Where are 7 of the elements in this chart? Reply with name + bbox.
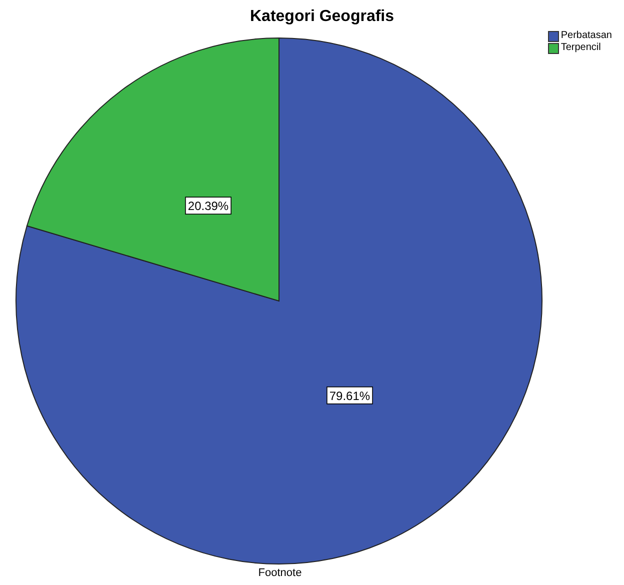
- slice-label: Perbatasan: [560, 30, 612, 42]
- pie-slice: [16, 38, 542, 564]
- text: Footnote: [257, 567, 303, 579]
- data-label: 79.61%: [329, 388, 370, 403]
- legend-label: Terpencil: [560, 42, 601, 54]
- chart-title: Kategori Geografis: [248, 8, 396, 26]
- data-label: 20.39%: [188, 199, 229, 214]
